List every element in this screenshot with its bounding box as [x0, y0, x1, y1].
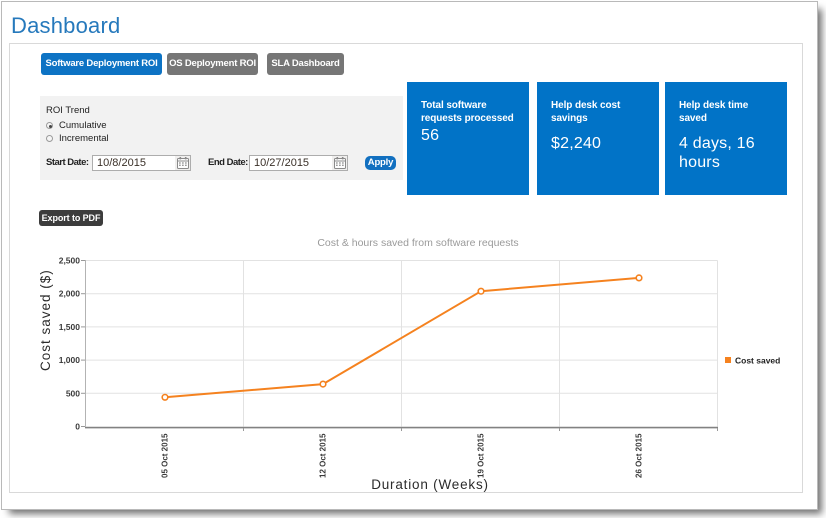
- svg-text:1,000: 1,000: [59, 355, 81, 365]
- svg-text:26 Oct 2015: 26 Oct 2015: [635, 433, 644, 478]
- svg-text:Cost saved ($): Cost saved ($): [38, 269, 53, 371]
- svg-text:Cost saved: Cost saved: [735, 356, 780, 366]
- svg-text:05 Oct 2015: 05 Oct 2015: [161, 433, 170, 478]
- svg-text:Cost & hours saved from softwa: Cost & hours saved from software request…: [317, 237, 518, 249]
- svg-text:12 Oct 2015: 12 Oct 2015: [319, 433, 328, 478]
- svg-text:500: 500: [66, 388, 80, 398]
- svg-text:1,500: 1,500: [59, 322, 81, 332]
- svg-text:2,000: 2,000: [59, 289, 81, 299]
- svg-text:2,500: 2,500: [59, 256, 81, 266]
- svg-text:Duration (Weeks): Duration (Weeks): [371, 477, 489, 492]
- svg-text:0: 0: [75, 422, 80, 432]
- svg-text:19 Oct 2015: 19 Oct 2015: [477, 433, 486, 478]
